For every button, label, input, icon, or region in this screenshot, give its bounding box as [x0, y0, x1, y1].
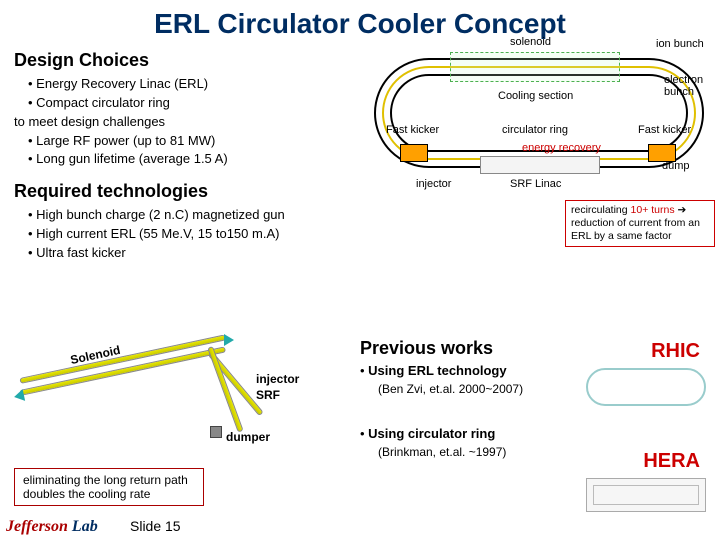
dumper-box-icon	[210, 426, 222, 438]
arrow-left-icon	[13, 389, 25, 403]
page-title: ERL Circulator Cooler Concept	[0, 0, 720, 44]
solenoid-box	[450, 52, 620, 82]
list-item: Energy Recovery Linac (ERL)	[28, 75, 354, 94]
required-tech-list: High bunch charge (2 n.C) magnetized gun…	[14, 206, 354, 263]
cooling-section-label: Cooling section	[498, 90, 573, 102]
slide-number: Slide 15	[130, 518, 181, 534]
logo-part-a: Jefferson	[6, 518, 68, 535]
jlab-logo: Jefferson Lab	[6, 518, 98, 536]
solenoid-label: solenoid	[510, 36, 551, 48]
required-tech-header: Required technologies	[14, 181, 354, 202]
rhic-label: RHIC	[651, 340, 700, 363]
injector-label: injector	[416, 178, 451, 190]
dumper-lower-label: dumper	[226, 430, 270, 444]
kicker-left	[400, 144, 428, 162]
list-subintro: to meet design challenges	[14, 113, 354, 132]
fast-kicker-left-label: Fast kicker	[386, 124, 439, 136]
srf-linac-box	[480, 156, 600, 174]
electron-bunch-label: electron bunch	[664, 74, 710, 98]
note-line2: reduction of current from an ERL by a sa…	[571, 217, 700, 242]
hera-mini-icon	[586, 478, 706, 512]
srf-linac-label: SRF Linac	[510, 178, 561, 190]
list-item: Compact circulator ring	[28, 94, 354, 113]
design-choices-list: Energy Recovery Linac (ERL) Compact circ…	[14, 75, 354, 169]
ring-inner	[390, 74, 688, 152]
elimination-callout: eliminating the long return path doubles…	[14, 468, 204, 506]
lower-left-schematic: Solenoid injector SRF dumper	[10, 330, 310, 490]
fast-kicker-right-label: Fast kicker	[638, 124, 691, 136]
note-arrow: ➔	[675, 204, 687, 216]
track-upper	[19, 334, 226, 384]
energy-recovery-label: energy recovery	[522, 142, 601, 154]
logo-part-b: Lab	[72, 518, 98, 535]
recirculate-note: recirculating 10+ turns ➔ reduction of c…	[565, 200, 715, 247]
circulator-diagram: solenoid ion bunch electron bunch Coolin…	[370, 48, 710, 218]
arrow-right-icon	[224, 334, 234, 346]
circulator-ring-label: circulator ring	[502, 124, 568, 136]
note-text: recirculating	[571, 204, 631, 216]
list-item: Large RF power (up to 81 MW)	[28, 132, 354, 151]
hera-label: HERA	[643, 450, 700, 473]
left-column: Design Choices Energy Recovery Linac (ER…	[14, 44, 354, 263]
note-red: 10+ turns	[631, 204, 675, 216]
injector-lower-label: injector	[256, 372, 299, 386]
rhic-mini-icon	[586, 368, 706, 406]
list-item: Ultra fast kicker	[28, 244, 354, 263]
srf-lower-label: SRF	[256, 388, 280, 402]
design-choices-header: Design Choices	[14, 50, 354, 71]
ion-bunch-label: ion bunch	[656, 38, 704, 50]
list-item: Long gun lifetime (average 1.5 A)	[28, 150, 354, 169]
dump-label: dump	[662, 160, 690, 172]
list-item: High bunch charge (2 n.C) magnetized gun	[28, 206, 354, 225]
prev-bullet-2: • Using circulator ring	[360, 426, 710, 441]
list-item: High current ERL (55 Me.V, 15 to150 m.A)	[28, 225, 354, 244]
